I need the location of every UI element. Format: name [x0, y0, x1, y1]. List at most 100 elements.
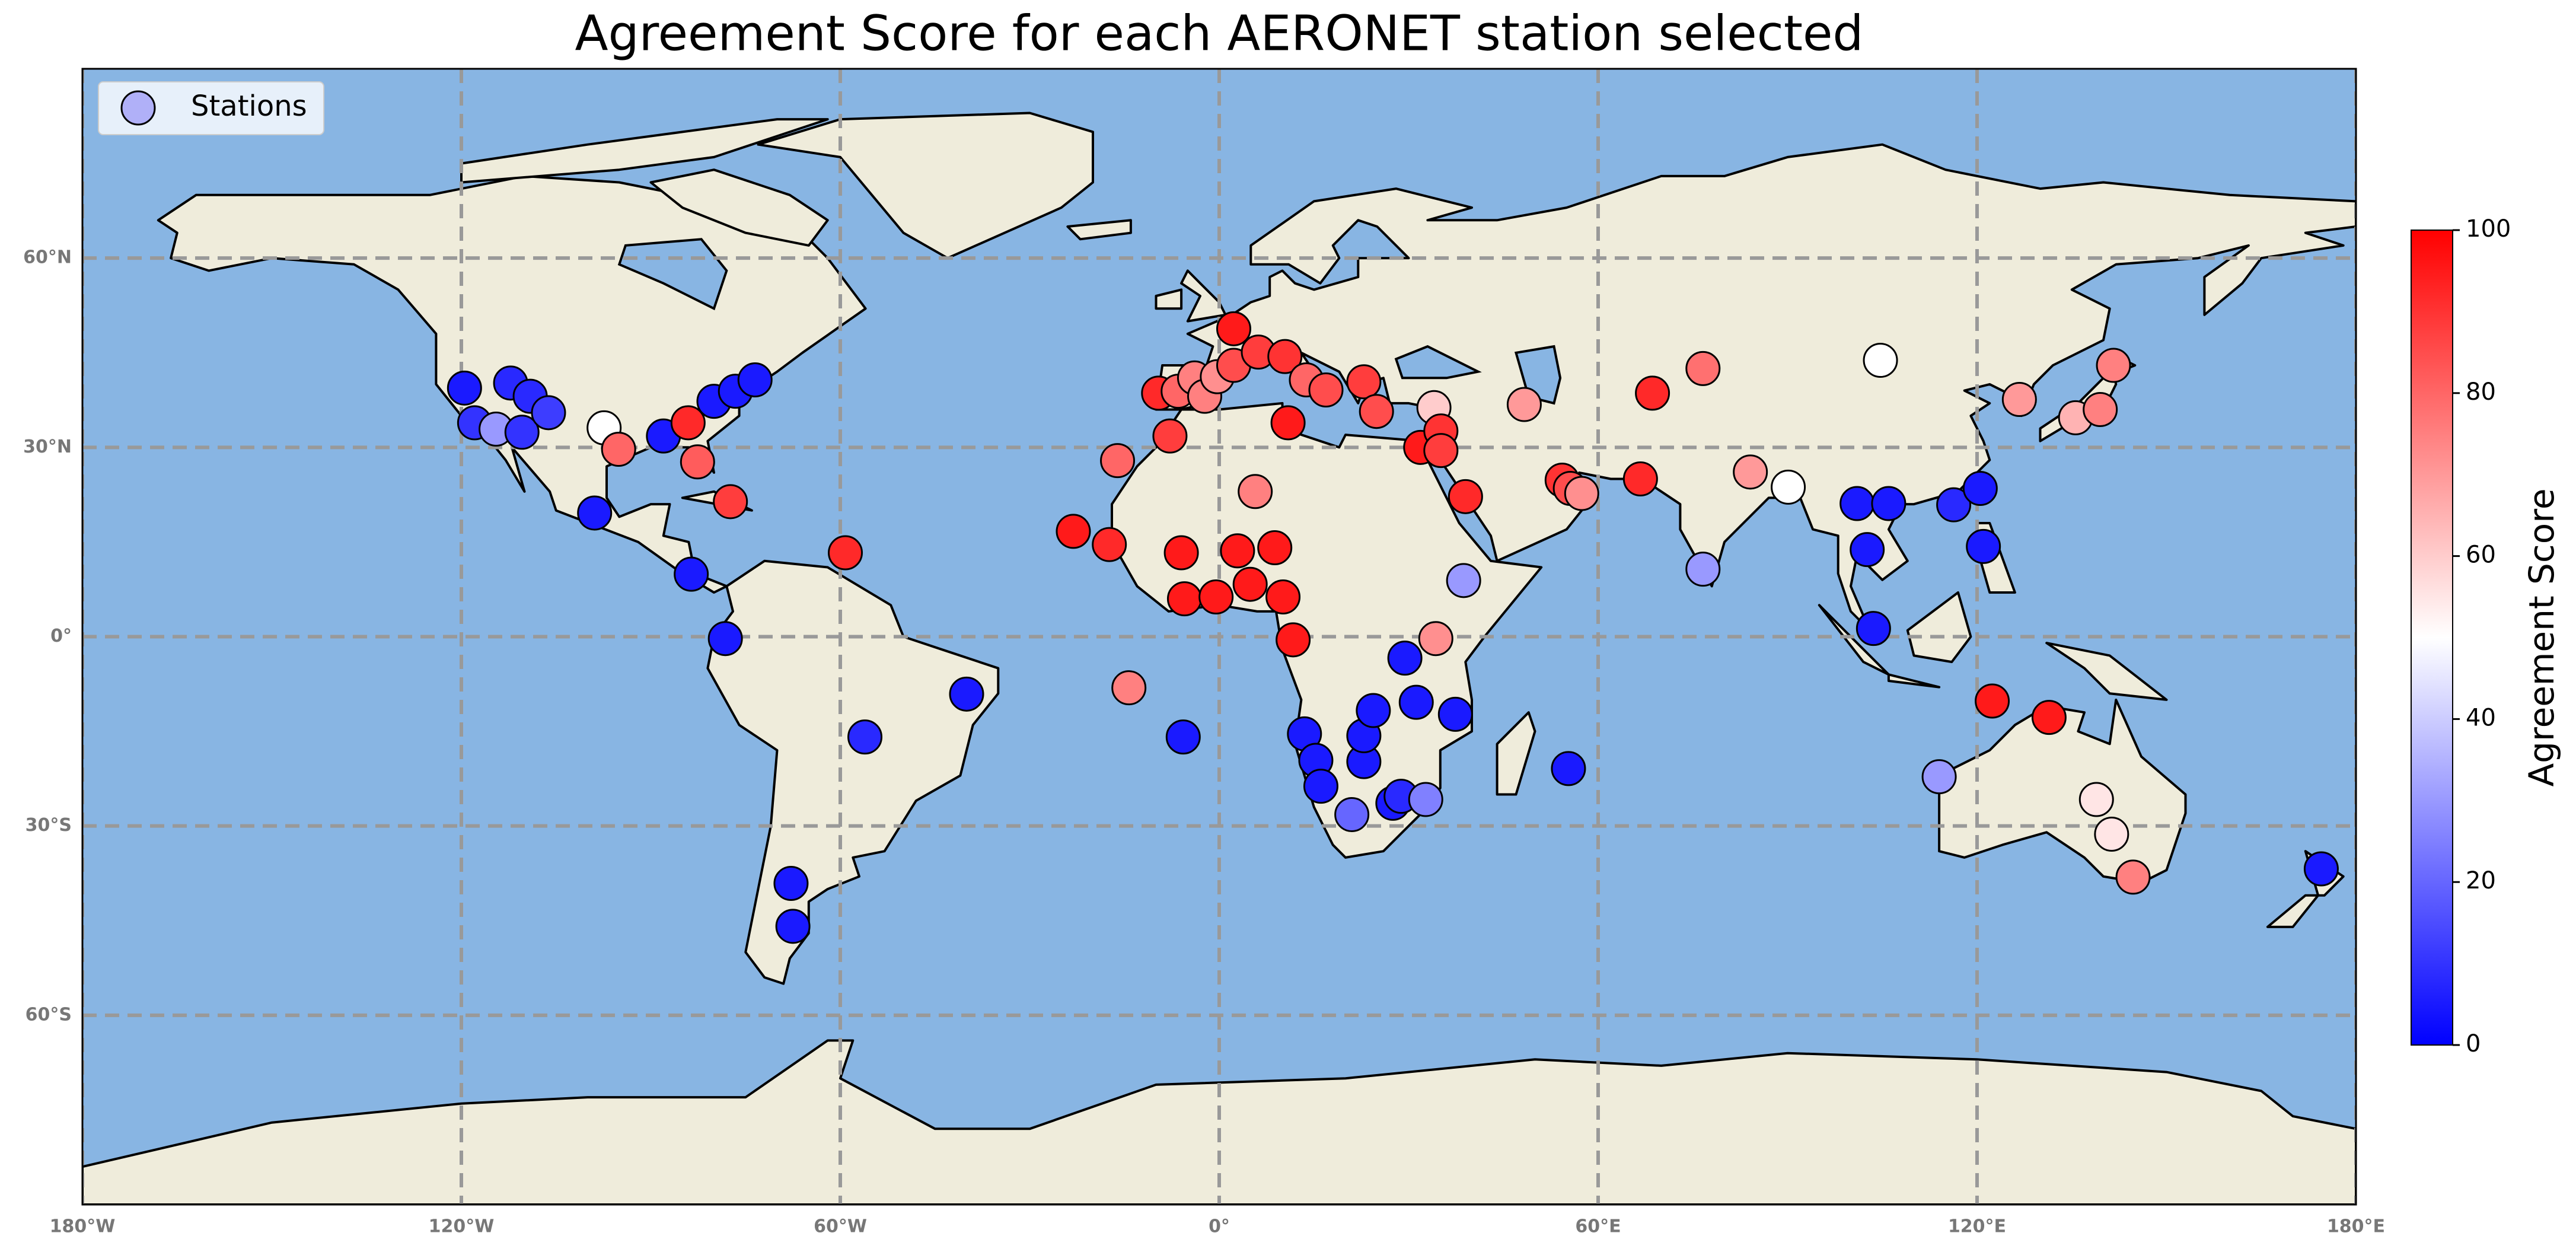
stations — [447, 311, 2339, 944]
station-marker — [1921, 759, 1957, 795]
station-marker — [1100, 443, 1136, 479]
station-marker — [1635, 375, 1670, 411]
station-marker — [1685, 552, 1721, 587]
y-tick-label: 30°S — [25, 815, 72, 836]
landmass — [1180, 269, 1227, 323]
colorbar: Agreement Score 0 20 40 60 80 100 — [2411, 215, 2562, 1057]
station-marker — [1165, 719, 1201, 755]
station-marker — [2001, 381, 2037, 417]
landmass — [1066, 219, 1132, 241]
station-marker — [828, 535, 863, 571]
station-marker — [2031, 700, 2067, 735]
station-marker — [847, 719, 883, 755]
station-marker — [1871, 486, 1907, 521]
landmass — [460, 118, 829, 184]
station-marker — [713, 484, 748, 520]
station-marker — [1216, 311, 1251, 346]
landmass — [1496, 711, 1536, 796]
station-marker — [1056, 514, 1091, 549]
station-marker — [1551, 751, 1586, 786]
colorbar-tick-label: 40 — [2466, 704, 2496, 731]
station-marker — [2115, 859, 2151, 895]
x-tick-label: 120°W — [429, 1216, 495, 1237]
station-marker — [1962, 470, 1998, 506]
x-tick-label: 60°E — [1575, 1216, 1621, 1237]
station-marker — [1564, 476, 1599, 511]
station-marker — [1356, 693, 1391, 728]
colorbar-tick-label: 20 — [2466, 867, 2496, 894]
station-marker — [1257, 530, 1293, 565]
station-marker — [707, 621, 743, 657]
station-marker — [670, 405, 706, 441]
station-marker — [1346, 364, 1382, 400]
station-marker — [1975, 683, 2010, 719]
station-marker — [773, 865, 809, 901]
station-marker — [2303, 851, 2339, 887]
station-marker — [2094, 816, 2129, 852]
landmass — [2045, 642, 2168, 701]
station-marker — [1936, 487, 1972, 523]
station-marker — [1334, 797, 1370, 833]
station-marker — [577, 495, 613, 531]
station-marker — [1198, 579, 1234, 614]
station-marker — [447, 370, 482, 406]
colorbar-tick-label: 80 — [2466, 378, 2496, 406]
inland-sea — [1394, 345, 1482, 380]
station-marker — [1265, 579, 1301, 614]
landmass — [1155, 288, 1183, 310]
x-tick-label: 180°E — [2327, 1216, 2385, 1237]
station-marker — [1408, 782, 1443, 817]
legend-marker — [120, 90, 156, 126]
station-marker — [1166, 581, 1202, 617]
station-marker — [1733, 454, 1768, 490]
station-marker — [1220, 533, 1255, 569]
station-marker — [504, 415, 540, 450]
station-marker — [1387, 641, 1423, 676]
colorbar-tick-label: 60 — [2466, 541, 2496, 569]
station-marker — [1308, 372, 1344, 408]
station-marker — [2096, 348, 2131, 383]
landmass — [1818, 604, 1890, 676]
station-marker — [1622, 461, 1658, 497]
station-marker — [1398, 684, 1434, 720]
landmass — [82, 1039, 2356, 1205]
map-frame — [81, 68, 2357, 1206]
legend-label: Stations — [191, 90, 307, 123]
station-marker — [1685, 351, 1721, 386]
station-marker — [1152, 418, 1188, 454]
landmass — [1887, 673, 1941, 689]
y-tick-label: 60°S — [25, 1004, 72, 1025]
x-tick-label: 60°W — [814, 1216, 867, 1237]
station-marker — [1850, 532, 1885, 568]
station-marker — [1267, 339, 1303, 374]
station-marker — [1303, 769, 1338, 804]
landmass — [649, 168, 829, 247]
station-marker — [1446, 563, 1481, 598]
station-marker — [1863, 343, 1898, 378]
station-marker — [1771, 469, 1806, 505]
station-marker — [1448, 479, 1483, 514]
chart-title: Agreement Score for each AERONET station… — [575, 5, 1864, 62]
station-marker — [1276, 622, 1311, 658]
station-marker — [1506, 387, 1542, 422]
colorbar-tick-label: 100 — [2466, 215, 2511, 243]
station-marker — [1856, 611, 1891, 646]
colorbar-label: Agreement Score — [2521, 489, 2562, 787]
station-marker — [2083, 392, 2118, 427]
y-tick-label: 0° — [50, 626, 72, 646]
station-marker — [1437, 696, 1473, 732]
station-marker — [737, 362, 773, 397]
station-marker — [949, 676, 984, 712]
station-marker — [1238, 474, 1273, 509]
station-marker — [1418, 621, 1453, 657]
x-tick-label: 120°E — [1948, 1216, 2006, 1237]
station-marker — [1359, 394, 1394, 429]
colorbar-tick-label: 0 — [2466, 1030, 2481, 1057]
station-marker — [1270, 405, 1306, 441]
y-tick-label: 60°N — [23, 247, 72, 268]
station-marker — [1423, 433, 1459, 469]
station-marker — [531, 395, 566, 431]
station-marker — [1232, 566, 1268, 602]
legend: Stations — [98, 81, 324, 135]
